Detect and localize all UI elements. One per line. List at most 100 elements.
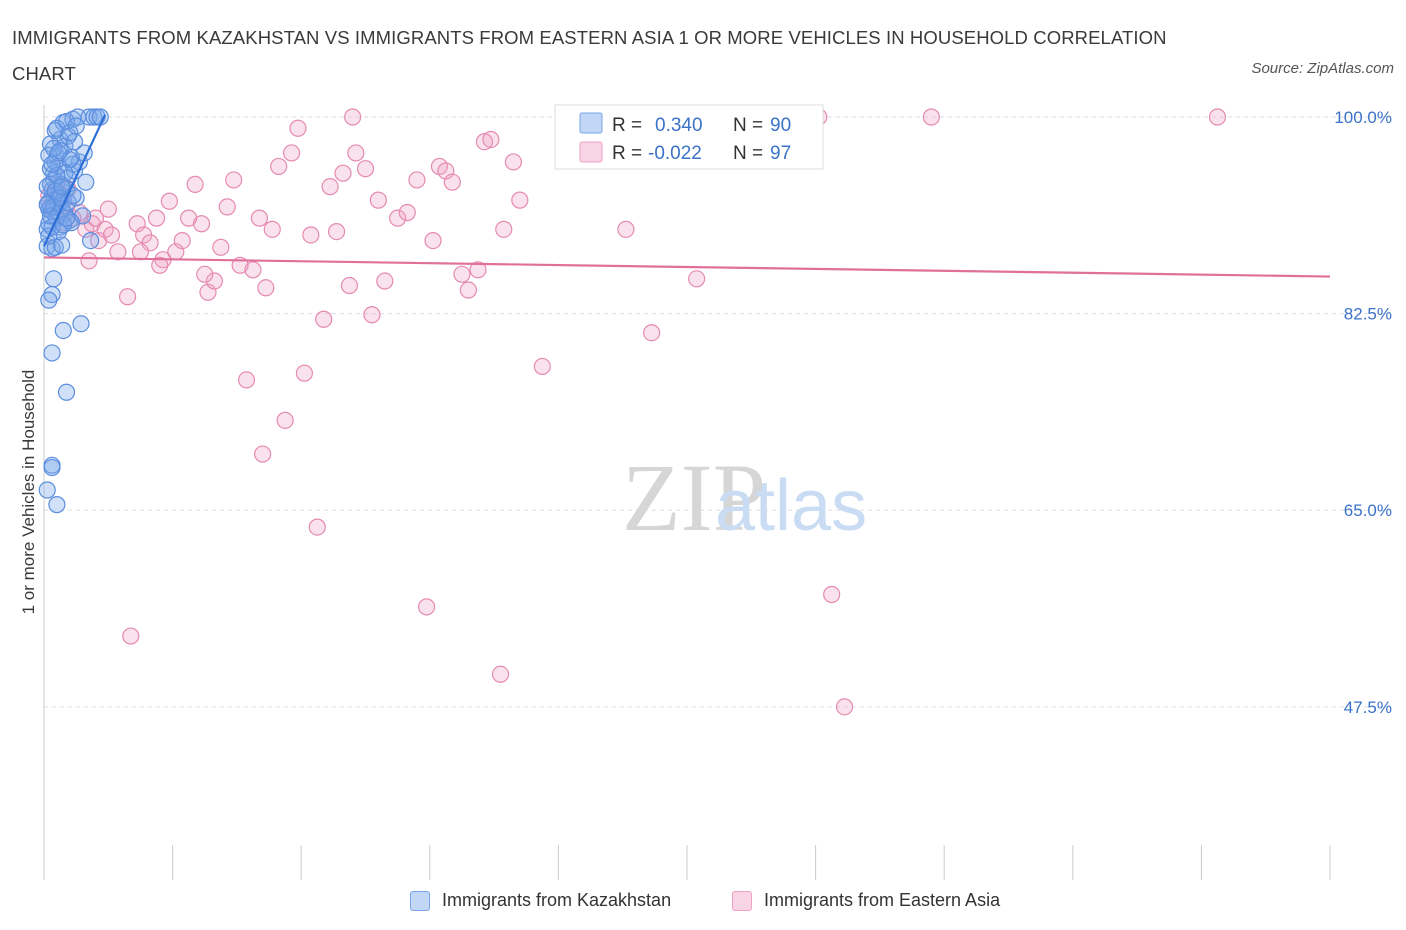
legend-kazakhstan-label: Immigrants from Kazakhstan [442, 890, 672, 910]
legend-pink-r-label: R = [612, 143, 642, 164]
trend-line-eastern-asia [43, 256, 1331, 278]
legend-kazakhstan-swatch [410, 890, 430, 911]
y-tick-labels: 100.0% 82.5% 65.0% 47.5% [1334, 108, 1392, 717]
data-point-eastern-asia [369, 191, 387, 209]
data-point-eastern-asia [453, 265, 471, 283]
data-point-eastern-asia [80, 252, 98, 270]
data-point-eastern-asia [192, 215, 211, 233]
data-point-kazakhstan [43, 285, 61, 304]
data-point-eastern-asia [302, 226, 320, 244]
data-point-eastern-asia [122, 627, 140, 645]
watermark-atlas: atlas [715, 466, 867, 546]
legend-pink-r-value: -0.022 [648, 143, 702, 164]
data-point-eastern-asia [443, 173, 461, 191]
data-point-eastern-asia [389, 209, 407, 227]
legend-pink-swatch [579, 141, 603, 163]
y-axis-label: 1 or more Vehicles in Household [19, 370, 38, 615]
data-point-kazakhstan [38, 178, 56, 196]
data-point-kazakhstan [43, 344, 61, 362]
data-point-kazakhstan [43, 458, 61, 477]
data-point-eastern-asia [922, 108, 940, 126]
scatter-chart: ZIP atlas 100.0%82.5%65.0%47.5% 0.0%80.0… [19, 104, 1392, 880]
data-point-eastern-asia [295, 364, 314, 382]
data-point-kazakhstan [82, 231, 100, 250]
data-point-eastern-asia [424, 231, 442, 250]
data-point-eastern-asia [340, 276, 359, 295]
data-point-eastern-asia [99, 200, 117, 218]
data-point-eastern-asia [257, 279, 275, 297]
data-point-eastern-asia [315, 310, 333, 328]
data-point-eastern-asia [225, 171, 243, 189]
source-label: Source: ZipAtlas.com [1251, 60, 1394, 77]
data-point-eastern-asia [147, 209, 166, 227]
data-point-eastern-asia [218, 198, 236, 216]
legend-pink-n-label: N = [733, 143, 763, 164]
data-point-kazakhstan [72, 315, 90, 333]
data-point-eastern-asia [398, 203, 416, 222]
data-point-eastern-asia [289, 119, 307, 137]
data-point-kazakhstan [48, 119, 66, 137]
data-point-eastern-asia [347, 144, 365, 162]
legend-blue-r-value: 0.340 [655, 115, 703, 136]
data-point-eastern-asia [495, 220, 513, 238]
legend-box [554, 104, 824, 170]
data-point-kazakhstan [43, 155, 61, 173]
data-point-eastern-asia [376, 272, 394, 290]
data-point-kazakhstan [57, 112, 76, 131]
series-eastern-asia [40, 108, 1227, 716]
watermark-zip: ZIP [622, 444, 766, 551]
data-point-kazakhstan [61, 124, 79, 142]
data-point-eastern-asia [356, 160, 375, 178]
data-point-eastern-asia [327, 223, 346, 241]
data-point-eastern-asia [250, 209, 269, 227]
data-point-kazakhstan [45, 270, 63, 288]
chart-title: IMMIGRANTS FROM KAZAKHSTAN VS IMMIGRANTS… [12, 27, 1167, 84]
data-point-eastern-asia [160, 192, 178, 210]
y-tick-label: 65.0% [1344, 501, 1392, 520]
data-point-kazakhstan [54, 321, 72, 340]
data-point-kazakhstan [53, 178, 71, 196]
data-point-eastern-asia [334, 164, 352, 182]
data-point-eastern-asia [237, 371, 256, 389]
data-point-kazakhstan [48, 166, 66, 185]
legend-eastern-asia-label: Immigrants from Eastern Asia [764, 890, 1001, 910]
data-point-eastern-asia [344, 108, 362, 126]
legend-item-kazakhstan[interactable]: Immigrants from Kazakhstan [410, 890, 671, 911]
data-point-eastern-asia [131, 243, 150, 261]
data-point-eastern-asia [617, 220, 635, 238]
data-point-eastern-asia [482, 130, 500, 149]
data-point-eastern-asia [282, 144, 301, 162]
data-point-eastern-asia [533, 357, 551, 376]
trend-line-kazakhstan [43, 114, 107, 247]
legend-blue-n-label: N = [733, 115, 763, 136]
data-point-eastern-asia [643, 324, 661, 342]
data-point-eastern-asia [459, 281, 477, 299]
legend-blue-r-label: R = [612, 115, 642, 136]
y-tick-label: 47.5% [1344, 698, 1392, 717]
data-point-eastern-asia [276, 411, 294, 429]
data-point-eastern-asia [417, 598, 436, 616]
data-point-eastern-asia [173, 231, 191, 250]
data-point-kazakhstan [53, 236, 71, 254]
legend-item-eastern-asia[interactable]: Immigrants from Eastern Asia [732, 890, 1000, 911]
data-point-eastern-asia [86, 209, 105, 227]
legend-blue-swatch [579, 112, 603, 134]
data-point-eastern-asia [118, 288, 137, 306]
data-point-eastern-asia [1208, 108, 1227, 126]
data-point-eastern-asia [504, 153, 522, 171]
data-point-eastern-asia [491, 665, 510, 683]
data-point-eastern-asia [308, 518, 326, 536]
series-kazakhstan [38, 108, 109, 514]
data-point-eastern-asia [109, 243, 127, 261]
trend-lines [43, 114, 1331, 278]
legend-pink-n-value: 97 [770, 143, 791, 164]
grid-lines [44, 116, 1390, 708]
data-point-kazakhstan [57, 209, 76, 227]
y-tick-label: 100.0% [1334, 108, 1392, 127]
data-point-kazakhstan [67, 117, 85, 135]
data-point-kazakhstan [48, 496, 66, 514]
data-point-eastern-asia [408, 171, 426, 189]
data-point-kazakhstan [38, 196, 56, 214]
data-point-eastern-asia [270, 157, 288, 176]
data-point-eastern-asia [511, 191, 529, 209]
